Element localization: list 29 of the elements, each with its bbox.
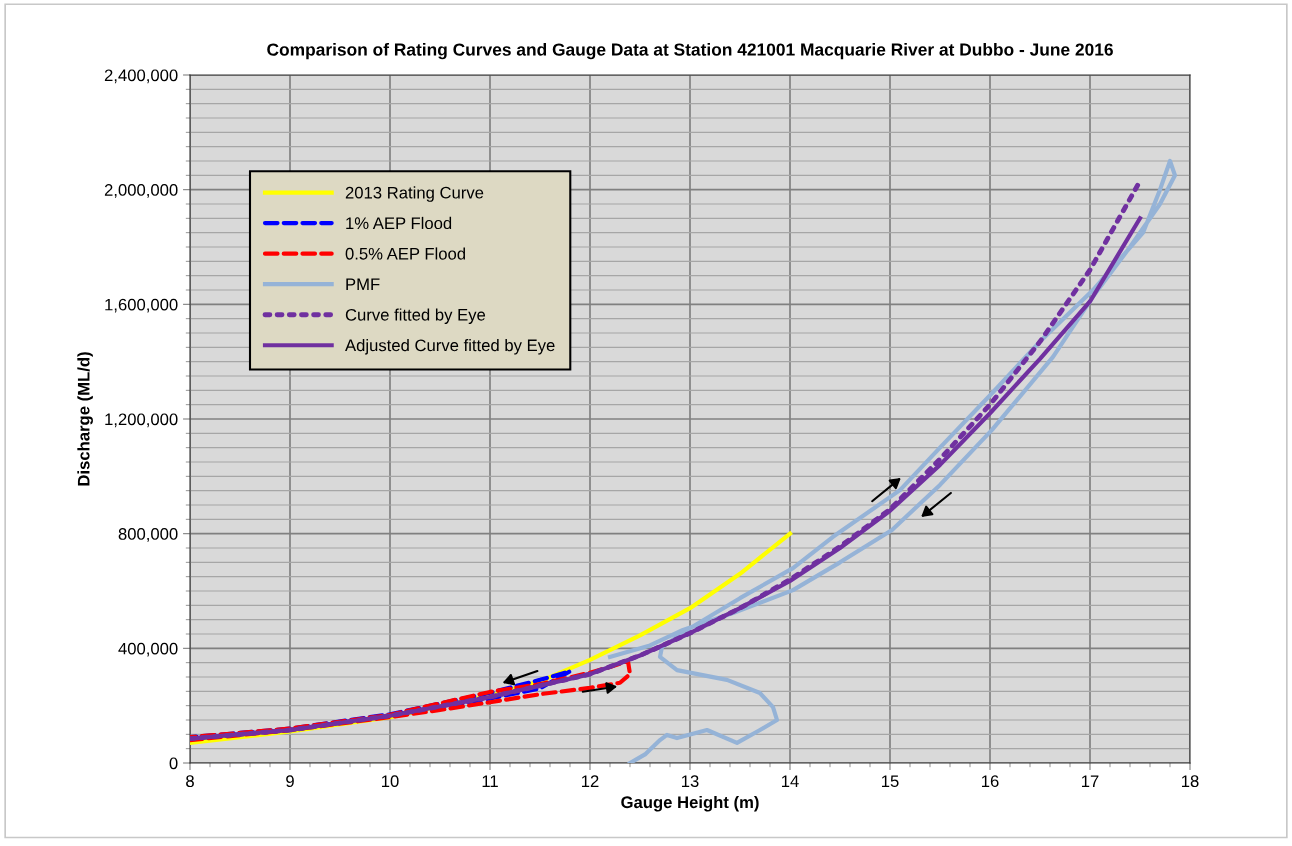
legend-label: Curve fitted by Eye xyxy=(345,308,486,324)
legend-label: 0.5% AEP Flood xyxy=(345,247,466,260)
legend-label: 1% AEP Flood xyxy=(346,216,452,230)
x-axis-title: Gauge Height (m) xyxy=(621,795,759,812)
x-tick-label: 8 xyxy=(186,775,194,788)
y-tick-label: 800,000 xyxy=(118,528,178,542)
line-series xyxy=(190,659,633,743)
y-tick-label: 2,000,000 xyxy=(104,184,178,198)
x-tick-label: 9 xyxy=(286,775,294,788)
x-tick-label: 11 xyxy=(482,775,498,787)
line-series xyxy=(607,158,1178,763)
x-tick-label: 13 xyxy=(682,775,699,788)
x-tick-label: 18 xyxy=(1182,775,1199,788)
x-tick-label: 15 xyxy=(882,775,899,788)
chart-title: Comparison of Rating Curves and Gauge Data at Station 421001 Macquarie River at Dubbo - June 2016 xyxy=(267,42,1113,60)
x-tick-label: 17 xyxy=(1082,775,1099,787)
y-axis-title: Discharge (ML/d) xyxy=(77,352,93,486)
x-tick-label: 12 xyxy=(582,775,599,787)
legend-label: Adjusted Curve fitted by Eye xyxy=(345,339,555,355)
x-tick-label: 14 xyxy=(782,775,799,787)
y-tick-label: 2,400,000 xyxy=(104,69,178,84)
x-tick-label: 10 xyxy=(382,775,399,788)
legend-label: PMF xyxy=(346,278,380,291)
x-tick-label: 16 xyxy=(982,775,999,788)
y-tick-label: 1,600,000 xyxy=(105,298,178,313)
y-tick-label: 0 xyxy=(169,757,178,770)
y-tick-label: 400,000 xyxy=(118,642,178,657)
y-tick-label: 1,200,000 xyxy=(105,413,178,428)
legend-label: 2013 Rating Curve xyxy=(345,186,484,202)
